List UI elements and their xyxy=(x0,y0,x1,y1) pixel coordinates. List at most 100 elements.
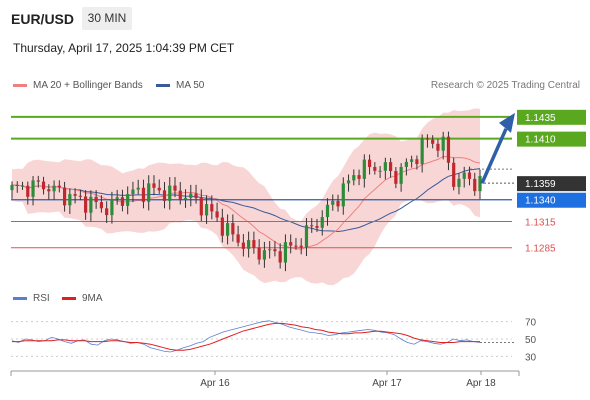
candle-body xyxy=(304,225,309,248)
candle-body xyxy=(383,162,387,171)
candle-body xyxy=(404,161,408,167)
candle-body xyxy=(394,171,398,184)
ma50-line xyxy=(11,168,481,233)
candle-body xyxy=(68,194,72,206)
legend-9ma: 9MA xyxy=(62,293,103,304)
candle-body xyxy=(457,178,461,187)
level-label-1: 1.1410 xyxy=(525,135,556,146)
projection-shaft xyxy=(480,128,508,184)
candle-body xyxy=(168,185,172,201)
candle-body xyxy=(47,189,51,192)
candle-body xyxy=(378,170,382,172)
candle-body xyxy=(283,242,288,263)
candle-body xyxy=(78,195,82,197)
candle-body xyxy=(425,138,430,140)
candle-body xyxy=(26,185,30,197)
candle-body xyxy=(446,136,451,163)
candle-body xyxy=(199,198,203,216)
price-levels: 1.1435 1.1410 1.1340 1.1315 1.1285 1.1359 xyxy=(11,109,586,255)
rsi-tick-label: 30 xyxy=(525,352,537,363)
candle-body xyxy=(247,240,251,249)
level-tag-2 xyxy=(517,192,586,208)
credit-text: Research © 2025 Trading Central xyxy=(430,80,580,91)
ma20-swatch-icon xyxy=(13,83,27,87)
candle-body xyxy=(105,208,109,216)
candle-body xyxy=(352,175,356,181)
level-label-0: 1.1435 xyxy=(525,113,556,124)
candle-body xyxy=(136,187,140,190)
x-tick-label: Apr 17 xyxy=(372,378,402,389)
ma9-swatch-icon xyxy=(62,296,76,300)
timeframe-button[interactable]: 30 MIN xyxy=(82,7,132,30)
legend-ma50: MA 50 xyxy=(156,80,204,91)
candle-body xyxy=(89,196,93,213)
candle-body xyxy=(110,199,114,216)
candle-body xyxy=(315,225,319,228)
rsi-series xyxy=(11,320,481,353)
candle-body xyxy=(441,136,445,151)
candle-body xyxy=(62,187,67,206)
legend-ma50-label: MA 50 xyxy=(176,80,205,91)
candle-body xyxy=(299,245,303,248)
projection-arrow xyxy=(480,112,515,184)
candle-body xyxy=(310,225,314,227)
candle-body xyxy=(252,240,256,248)
candle-body xyxy=(389,162,393,172)
candle-body xyxy=(362,159,366,179)
rsi-tick-label: 70 xyxy=(525,318,537,329)
rsi-swatch-icon xyxy=(13,296,27,300)
candle-body xyxy=(268,249,272,251)
candle-body xyxy=(178,190,182,200)
candle-body xyxy=(478,175,482,192)
current-price-tag xyxy=(517,176,586,192)
bollinger-band-area xyxy=(12,108,480,286)
candle-body xyxy=(357,175,361,179)
candle-body xyxy=(73,194,77,196)
candle-body xyxy=(341,183,345,207)
level-label-3: 1.1315 xyxy=(525,218,556,229)
chart-datetime: Thursday, April 17, 2025 1:04:39 PM CET xyxy=(13,41,235,55)
candle-body xyxy=(367,159,372,167)
candle-body xyxy=(462,172,466,179)
candle-body xyxy=(15,184,19,186)
chart-header: EUR/USD 30 MIN xyxy=(0,0,590,32)
candle-body xyxy=(236,234,240,243)
x-tick-label: Apr 18 xyxy=(466,378,496,389)
candle-body xyxy=(399,166,403,184)
candle-body xyxy=(225,223,230,236)
candle-body xyxy=(157,187,161,191)
candle-body xyxy=(120,197,125,206)
candle-body xyxy=(204,204,209,216)
candle-body xyxy=(241,242,245,249)
ma50-swatch-icon xyxy=(156,83,170,87)
candle-body xyxy=(336,200,340,207)
candle-body xyxy=(257,247,261,260)
rsi-panel: 70 50 30 xyxy=(11,318,537,363)
candle-body xyxy=(410,159,414,162)
candle-body xyxy=(183,197,188,200)
legend-rsi-label: RSI xyxy=(33,293,50,304)
candle-body xyxy=(20,185,25,187)
candle-body xyxy=(173,185,177,191)
x-axis: Apr 16 Apr 17 Apr 18 xyxy=(10,370,520,389)
candle-body xyxy=(436,143,440,151)
candle-body xyxy=(41,181,46,190)
candle-body xyxy=(415,159,419,165)
ma50-series xyxy=(11,168,481,233)
level-tag-1 xyxy=(517,131,586,147)
candle-body xyxy=(94,196,98,203)
candle-body xyxy=(231,223,235,235)
candle-body xyxy=(57,185,61,188)
candle-body xyxy=(220,217,224,236)
candle-body xyxy=(373,166,377,171)
current-price-label: 1.1359 xyxy=(525,179,556,190)
candle-body xyxy=(262,250,267,260)
candle-body xyxy=(289,242,293,246)
candle-body xyxy=(473,178,477,192)
candle-body xyxy=(31,180,35,197)
candle-body xyxy=(189,193,193,198)
candle-body xyxy=(420,138,424,165)
candle-body xyxy=(115,197,119,200)
candle-body xyxy=(162,190,167,201)
candle-body xyxy=(126,194,130,206)
